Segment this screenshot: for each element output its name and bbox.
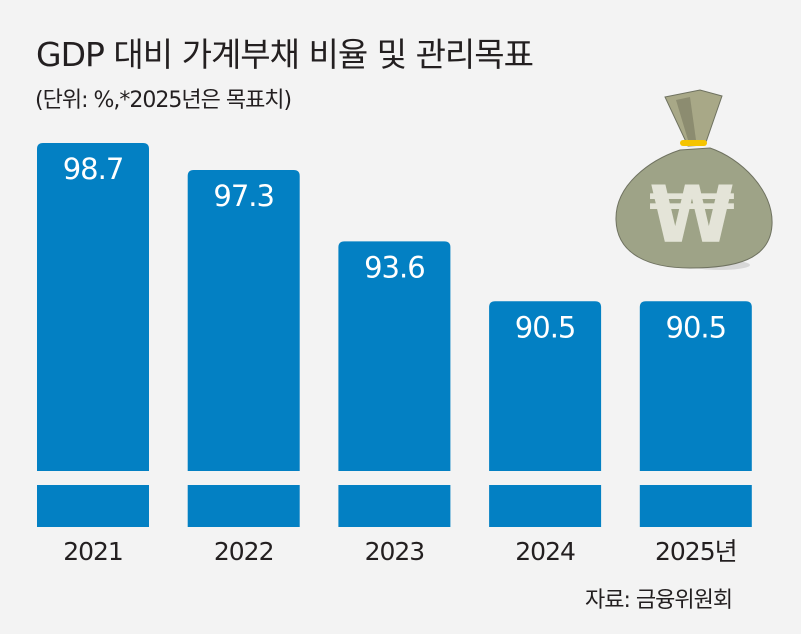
data-label: 97.3	[213, 179, 274, 213]
bar-2023	[338, 241, 451, 527]
x-tick-label: 2021	[63, 537, 123, 566]
chart-title: GDP 대비 가계부채 비율 및 관리목표	[36, 35, 534, 74]
axis-break-gap	[638, 471, 753, 485]
bar-2025년	[639, 301, 752, 527]
x-tick-label: 2025년	[655, 537, 737, 566]
data-label: 90.5	[515, 310, 576, 344]
bar-2024	[489, 301, 602, 527]
svg-text:₩: ₩	[649, 171, 735, 261]
chart-subtitle: (단위: %,*2025년은 목표치)	[35, 88, 292, 113]
x-tick-label: 2024	[515, 537, 575, 566]
axis-break-gap	[337, 471, 452, 485]
bar-2022	[187, 170, 300, 527]
x-tick-label: 2022	[214, 537, 274, 566]
source-note: 자료: 금융위원회	[585, 588, 733, 613]
data-label: 90.5	[666, 310, 727, 344]
axis-break-gap	[36, 471, 150, 485]
data-label: 98.7	[63, 152, 124, 186]
axis-break-gap	[186, 471, 301, 485]
x-tick-label: 2023	[365, 537, 425, 566]
money-bag-won-icon: ₩	[615, 89, 773, 270]
axis-break-gap	[488, 471, 603, 485]
data-label: 93.6	[364, 250, 425, 284]
bar-2021	[37, 143, 149, 527]
